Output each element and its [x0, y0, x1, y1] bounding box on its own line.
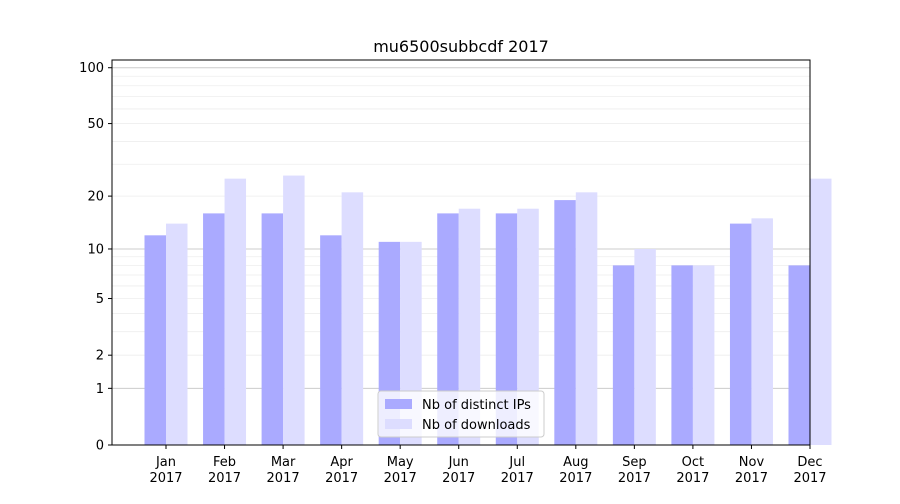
x-tick-year: 2017 [501, 471, 534, 486]
bar-ips [320, 235, 342, 445]
legend-label: Nb of downloads [422, 418, 531, 433]
bar-downloads [166, 223, 188, 445]
bar-downloads [810, 178, 832, 445]
x-tick-month: Jun [448, 455, 469, 470]
bar-ips [612, 265, 635, 445]
x-tick-month: Mar [271, 455, 296, 470]
y-tick-label: 20 [87, 190, 104, 205]
x-tick-month: Aug [563, 455, 588, 470]
y-tick-label: 100 [79, 61, 104, 76]
plot-frame [111, 59, 811, 446]
chart-title: mu6500subbcdf 2017 [373, 37, 549, 56]
x-tick-month: Feb [213, 455, 236, 470]
x-tick-month: Dec [797, 455, 822, 470]
x-tick-year: 2017 [735, 471, 768, 486]
x-tick-year: 2017 [559, 471, 592, 486]
bar-downloads [751, 218, 773, 445]
bar-ips [203, 213, 225, 445]
legend-box [377, 390, 545, 438]
x-tick-year: 2017 [267, 471, 300, 486]
bar-ips [144, 235, 166, 445]
bar-downloads [283, 175, 305, 445]
bar-downloads [575, 192, 598, 445]
x-tick-month: Jan [155, 455, 176, 470]
y-tick-label: 10 [87, 242, 104, 257]
bar-downloads [634, 248, 656, 445]
bar-ips [554, 200, 576, 445]
bar-downloads [224, 178, 247, 445]
x-tick-month: Oct [682, 455, 704, 470]
x-tick-year: 2017 [793, 471, 826, 486]
x-tick-month: Nov [739, 455, 765, 470]
bar-ips [729, 223, 752, 445]
x-tick-year: 2017 [149, 471, 182, 486]
bar-ips [495, 213, 518, 445]
legend-swatch [385, 419, 412, 429]
x-tick-month: Sep [622, 455, 647, 470]
axes: 0125102050100Jan2017Feb2017Mar2017Apr201… [79, 59, 827, 486]
y-tick-label: 0 [96, 439, 104, 454]
x-tick-year: 2017 [384, 471, 417, 486]
x-tick-month: Apr [330, 455, 353, 470]
bar-downloads [458, 208, 481, 445]
legend-label: Nb of distinct IPs [422, 398, 531, 413]
x-tick-year: 2017 [676, 471, 709, 486]
legend-swatch [385, 399, 412, 409]
bar-downloads [692, 265, 715, 445]
y-tick-label: 1 [96, 382, 104, 397]
y-tick-label: 2 [96, 349, 104, 364]
y-tick-label: 50 [87, 117, 104, 132]
bar-ips [437, 213, 459, 445]
legend: Nb of distinct IPs Nb of downloads [377, 390, 545, 438]
bar-downloads [341, 192, 364, 445]
y-tick-label: 5 [96, 292, 104, 307]
bar-downloads [517, 208, 539, 445]
x-tick-year: 2017 [442, 471, 475, 486]
x-tick-month: Jul [508, 455, 525, 470]
bar-ips [671, 265, 693, 445]
x-tick-year: 2017 [325, 471, 358, 486]
x-tick-month: May [387, 455, 414, 470]
bar-ips [261, 213, 284, 445]
bar-ips [788, 265, 810, 445]
x-tick-year: 2017 [208, 471, 241, 486]
x-tick-year: 2017 [618, 471, 651, 486]
